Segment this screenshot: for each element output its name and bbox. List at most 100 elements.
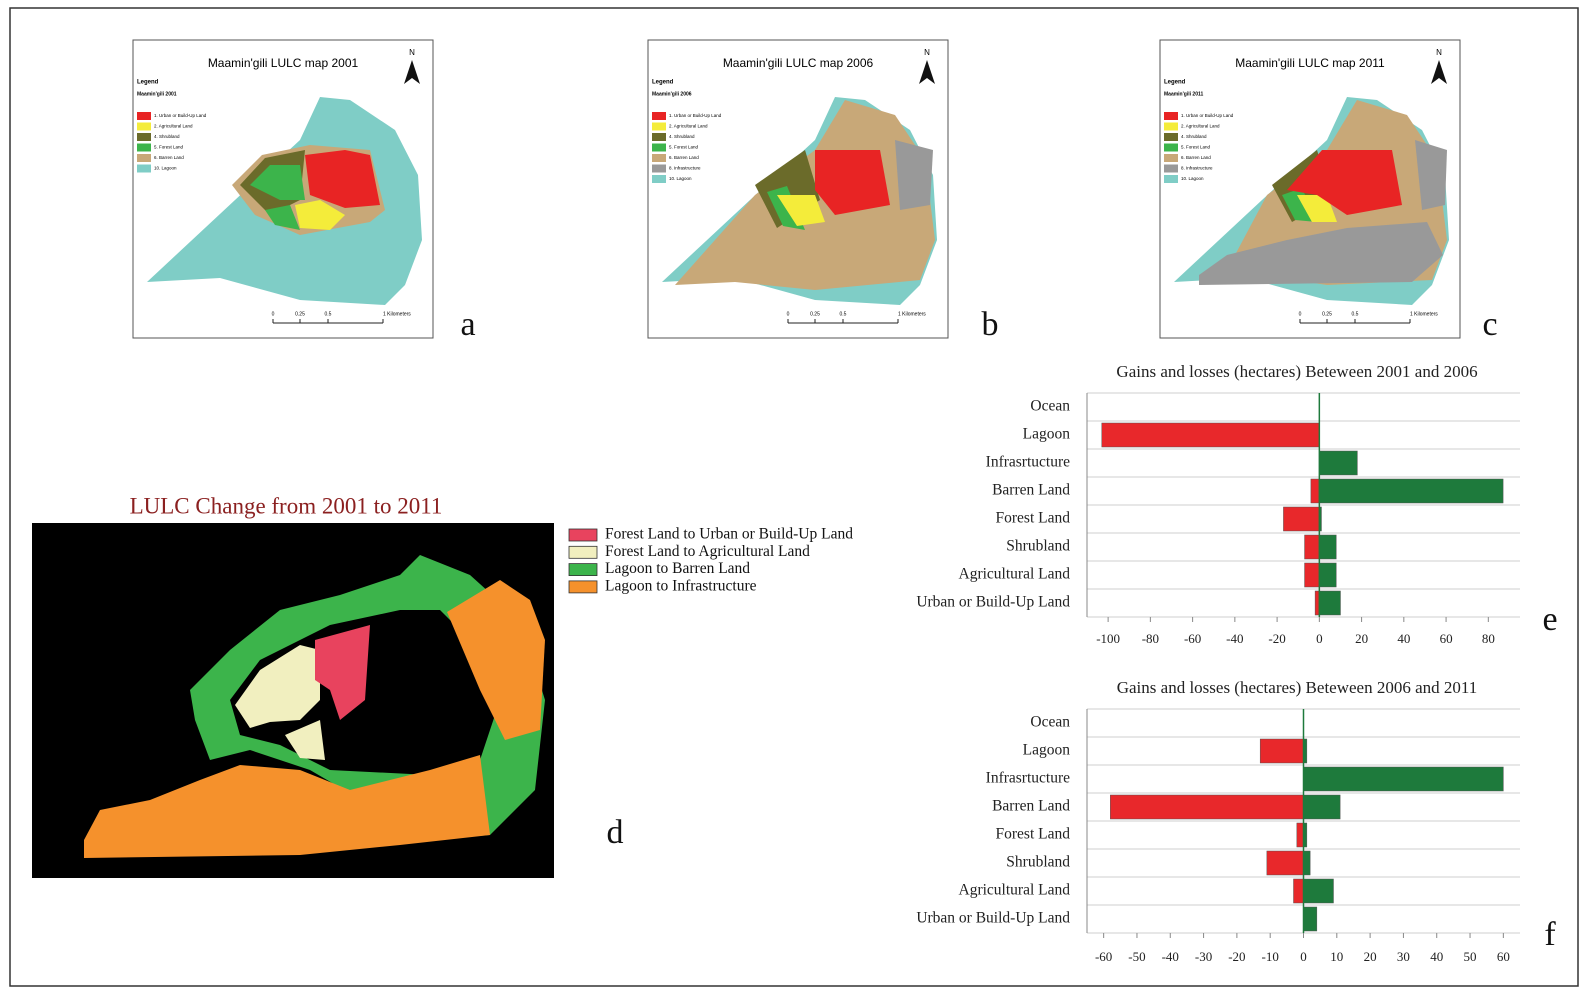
category-label: Lagoon (1023, 426, 1071, 443)
category-label: Forest Land (996, 510, 1071, 527)
panel-label: c (1482, 306, 1497, 343)
scale-label: 0.5 (1352, 311, 1359, 317)
legend-swatch (137, 165, 151, 173)
legend-label: Forest Land to Agricultural Land (605, 543, 810, 560)
x-tick-label: -40 (1162, 949, 1179, 964)
bar (1305, 535, 1320, 559)
scale-label: 1 Kilometers (383, 311, 411, 317)
legend-label: 8. Infrastructure (1181, 166, 1213, 171)
legend-swatch (652, 165, 666, 173)
north-label: N (409, 48, 415, 57)
category-label: Barren Land (992, 798, 1070, 815)
scale-label: 0.25 (295, 311, 305, 317)
legend-label: 10. Lagoon (669, 176, 692, 181)
legend-swatch (1164, 123, 1178, 131)
map-title: Maamin'gili LULC map 2011 (1235, 56, 1385, 70)
x-tick-label: 30 (1397, 949, 1410, 964)
legend-subtitle: Maamin'gili 2006 (652, 91, 692, 97)
bar (1304, 795, 1341, 819)
legend-label: Lagoon to Barren Land (605, 560, 750, 577)
bar (1304, 907, 1317, 931)
x-tick-label: 0 (1300, 949, 1307, 964)
legend-swatch (652, 133, 666, 141)
panel-label: f (1544, 916, 1556, 953)
legend-label: 4. Shrubland (669, 134, 695, 139)
bar (1304, 879, 1334, 903)
panel-label: d (607, 814, 624, 851)
category-label: Shrubland (1006, 538, 1070, 555)
legend-swatch (1164, 165, 1178, 173)
bar (1304, 767, 1504, 791)
legend-label: 6. Barren Land (669, 155, 699, 160)
x-tick-label: -60 (1095, 949, 1112, 964)
bar (1304, 851, 1311, 875)
legend-label: Forest Land to Urban or Build-Up Land (605, 526, 853, 543)
legend-swatch (137, 123, 151, 131)
north-label: N (1436, 48, 1442, 57)
x-tick-label: -20 (1268, 631, 1285, 646)
category-label: Barren Land (992, 482, 1070, 499)
legend-swatch (569, 564, 597, 576)
change-map: LULC Change from 2001 to 2011 d (32, 493, 624, 878)
legend-label: 1. Urban or Build-Up Land (669, 113, 722, 118)
bar (1283, 507, 1319, 531)
panel-label: e (1542, 601, 1557, 638)
panel-label: b (982, 306, 999, 343)
north-label: N (924, 48, 930, 57)
legend-label: 4. Shrubland (1181, 134, 1207, 139)
category-label: Infrasrtucture (986, 770, 1070, 787)
chart-title: Gains and losses (hectares) Beteween 200… (1116, 362, 1477, 381)
legend-swatch (137, 133, 151, 141)
legend-label: 8. Infrastructure (669, 166, 701, 171)
category-label: Urban or Build-Up Land (916, 910, 1070, 927)
legend-label: 5. Forest Land (1181, 145, 1211, 150)
legend-swatch (569, 546, 597, 558)
category-label: Ocean (1030, 714, 1070, 731)
infra (895, 140, 933, 210)
bar (1267, 851, 1304, 875)
legend-swatch (1164, 133, 1178, 141)
x-tick-label: -60 (1184, 631, 1201, 646)
scale-label: 0.5 (325, 311, 332, 317)
bar (1102, 423, 1320, 447)
figure: LULC Change from 2001 to 2011 d Maamin'g… (0, 0, 1587, 992)
map-title: Maamin'gili LULC map 2001 (208, 56, 359, 70)
legend-swatch (137, 112, 151, 120)
bar (1110, 795, 1303, 819)
bar (1311, 479, 1319, 503)
legend-label: 5. Forest Land (154, 145, 184, 150)
legend-swatch (1164, 144, 1178, 152)
x-tick-label: 10 (1330, 949, 1343, 964)
scale-label: 1 Kilometers (1410, 311, 1438, 317)
legend-swatch (652, 144, 666, 152)
category-label: Agricultural Land (959, 882, 1071, 899)
x-tick-label: -20 (1228, 949, 1245, 964)
map-a (133, 40, 433, 338)
x-tick-label: 40 (1430, 949, 1443, 964)
x-tick-label: -100 (1096, 631, 1120, 646)
x-tick-label: 20 (1355, 631, 1368, 646)
legend-label: Lagoon to Infrastructure (605, 577, 757, 594)
change-map-title: LULC Change from 2001 to 2011 (130, 493, 443, 518)
category-label: Ocean (1030, 398, 1070, 415)
legend-label: 2. Agricultural Land (1181, 124, 1220, 129)
x-tick-label: 60 (1440, 631, 1453, 646)
x-tick-label: 50 (1464, 949, 1477, 964)
map-c (1160, 40, 1460, 338)
x-tick-label: 40 (1397, 631, 1410, 646)
bar (1297, 823, 1304, 847)
bar (1319, 451, 1357, 475)
scale-label: 0 (1299, 311, 1302, 317)
bar (1319, 563, 1336, 587)
legend-label: 2. Agricultural Land (154, 124, 193, 129)
legend-swatch (652, 154, 666, 162)
legend-label: 2. Agricultural Land (669, 124, 708, 129)
category-label: Agricultural Land (959, 566, 1071, 583)
legend-label: 6. Barren Land (1181, 155, 1211, 160)
category-label: Urban or Build-Up Land (916, 594, 1070, 611)
bar (1319, 479, 1503, 503)
legend-label: 1. Urban or Build-Up Land (1181, 113, 1234, 118)
scale-label: 0.25 (1322, 311, 1332, 317)
x-tick-label: -30 (1195, 949, 1212, 964)
legend-label: 10. Lagoon (1181, 176, 1204, 181)
